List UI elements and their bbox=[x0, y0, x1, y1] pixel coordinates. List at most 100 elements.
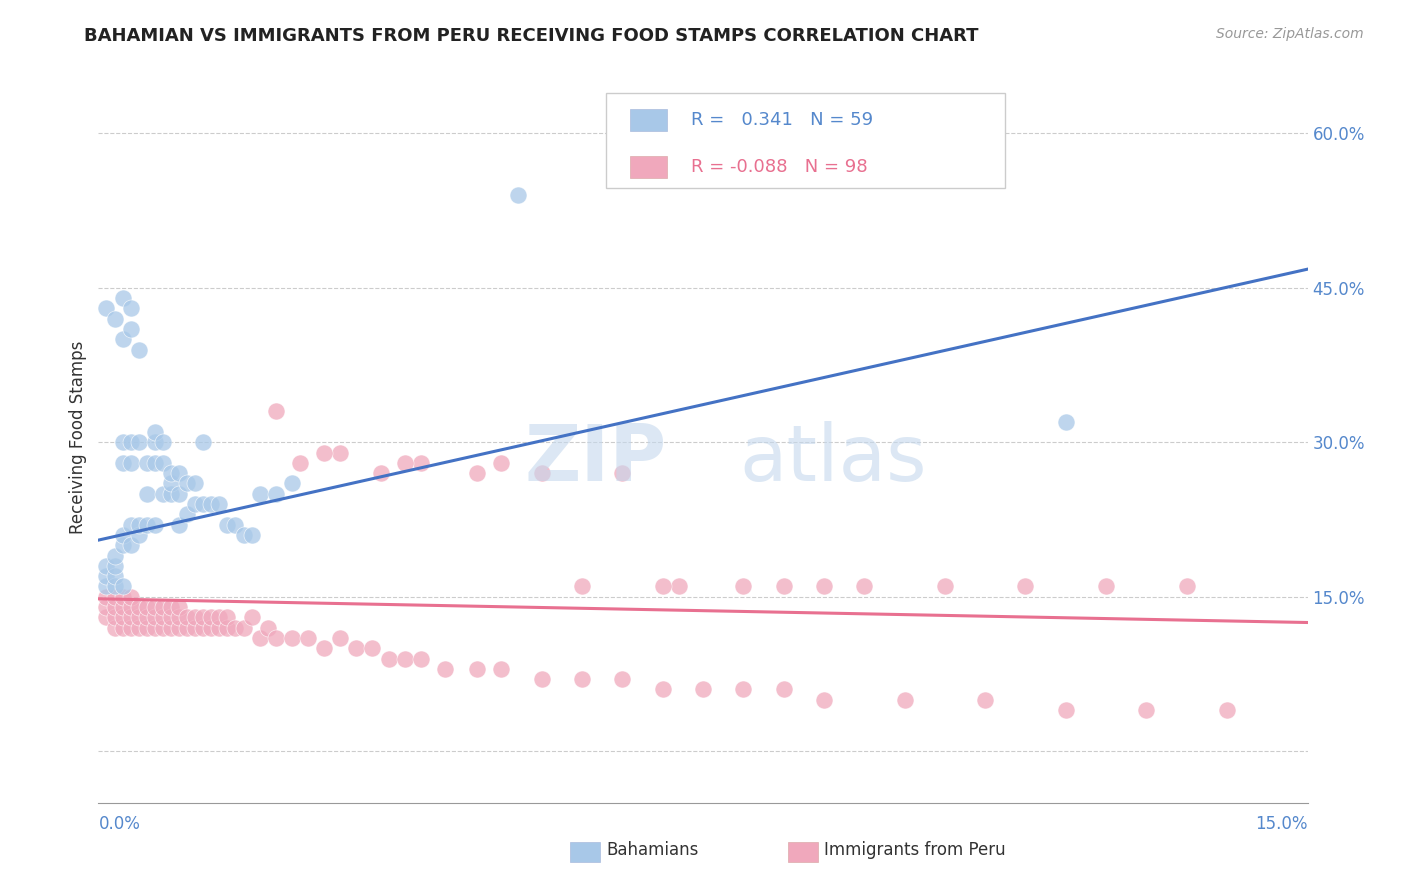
Point bbox=[974, 693, 997, 707]
Bar bbox=[787, 841, 818, 862]
Point bbox=[176, 610, 198, 624]
Point bbox=[152, 600, 174, 615]
Point bbox=[612, 466, 634, 480]
Text: 15.0%: 15.0% bbox=[1256, 815, 1308, 833]
Point bbox=[193, 497, 215, 511]
Point bbox=[288, 456, 311, 470]
Point bbox=[193, 610, 215, 624]
Text: R =   0.341   N = 59: R = 0.341 N = 59 bbox=[690, 111, 873, 129]
Point bbox=[692, 682, 714, 697]
Point bbox=[733, 579, 755, 593]
Point bbox=[167, 487, 190, 501]
Point bbox=[1216, 703, 1239, 717]
Point bbox=[111, 579, 134, 593]
Point bbox=[934, 579, 956, 593]
Point bbox=[135, 517, 157, 532]
Point bbox=[200, 497, 222, 511]
Point bbox=[264, 487, 287, 501]
Y-axis label: Receiving Food Stamps: Receiving Food Stamps bbox=[69, 341, 87, 533]
Point bbox=[160, 476, 183, 491]
Point bbox=[394, 651, 416, 665]
Point bbox=[143, 600, 166, 615]
Point bbox=[281, 476, 304, 491]
Point bbox=[152, 456, 174, 470]
Point bbox=[111, 600, 134, 615]
Point bbox=[135, 456, 157, 470]
Point bbox=[465, 662, 488, 676]
Point bbox=[96, 600, 118, 615]
Point bbox=[111, 538, 134, 552]
Text: atlas: atlas bbox=[740, 421, 927, 497]
Point bbox=[217, 610, 239, 624]
Point bbox=[329, 445, 352, 459]
Point bbox=[120, 517, 142, 532]
Point bbox=[571, 672, 593, 686]
Point bbox=[103, 569, 125, 583]
Point bbox=[409, 651, 432, 665]
Point bbox=[264, 631, 287, 645]
Point bbox=[176, 508, 198, 522]
Point bbox=[128, 517, 150, 532]
Point bbox=[103, 579, 125, 593]
Point bbox=[111, 528, 134, 542]
Text: R = -0.088   N = 98: R = -0.088 N = 98 bbox=[690, 159, 868, 177]
Point bbox=[167, 621, 190, 635]
Point bbox=[103, 549, 125, 563]
Point bbox=[120, 322, 142, 336]
Point bbox=[491, 456, 513, 470]
Point bbox=[120, 590, 142, 604]
Point bbox=[135, 610, 157, 624]
Point bbox=[96, 579, 118, 593]
Bar bbox=[630, 156, 666, 178]
Bar bbox=[569, 841, 600, 862]
Point bbox=[120, 435, 142, 450]
Point bbox=[249, 487, 271, 501]
Point bbox=[167, 517, 190, 532]
Point bbox=[143, 621, 166, 635]
Point bbox=[167, 600, 190, 615]
Text: 0.0%: 0.0% bbox=[98, 815, 141, 833]
Point bbox=[314, 445, 336, 459]
Point bbox=[264, 404, 287, 418]
Point bbox=[240, 610, 263, 624]
Point bbox=[208, 621, 231, 635]
Point bbox=[217, 517, 239, 532]
Point bbox=[152, 435, 174, 450]
Point bbox=[240, 528, 263, 542]
Point bbox=[128, 621, 150, 635]
Point bbox=[184, 621, 207, 635]
Point bbox=[571, 579, 593, 593]
Text: Immigrants from Peru: Immigrants from Peru bbox=[824, 841, 1005, 859]
Point bbox=[111, 435, 134, 450]
Point bbox=[160, 487, 183, 501]
Point bbox=[651, 682, 673, 697]
Point bbox=[1175, 579, 1198, 593]
Point bbox=[96, 590, 118, 604]
Point bbox=[232, 621, 254, 635]
Point bbox=[152, 487, 174, 501]
Point bbox=[152, 610, 174, 624]
Point bbox=[651, 579, 673, 593]
Point bbox=[370, 466, 392, 480]
Point bbox=[208, 497, 231, 511]
Point bbox=[103, 311, 125, 326]
Point bbox=[184, 497, 207, 511]
Point bbox=[530, 466, 553, 480]
Text: BAHAMIAN VS IMMIGRANTS FROM PERU RECEIVING FOOD STAMPS CORRELATION CHART: BAHAMIAN VS IMMIGRANTS FROM PERU RECEIVI… bbox=[84, 27, 979, 45]
Point bbox=[135, 621, 157, 635]
Point bbox=[128, 600, 150, 615]
Point bbox=[434, 662, 457, 676]
Point bbox=[143, 456, 166, 470]
Point bbox=[120, 456, 142, 470]
Point bbox=[813, 693, 835, 707]
Point bbox=[491, 662, 513, 676]
Text: Bahamians: Bahamians bbox=[606, 841, 699, 859]
Point bbox=[103, 621, 125, 635]
Point bbox=[111, 291, 134, 305]
Point bbox=[772, 579, 794, 593]
Point bbox=[96, 558, 118, 573]
Point bbox=[1054, 703, 1077, 717]
FancyBboxPatch shape bbox=[606, 94, 1005, 188]
Point bbox=[96, 301, 118, 316]
Point bbox=[193, 435, 215, 450]
